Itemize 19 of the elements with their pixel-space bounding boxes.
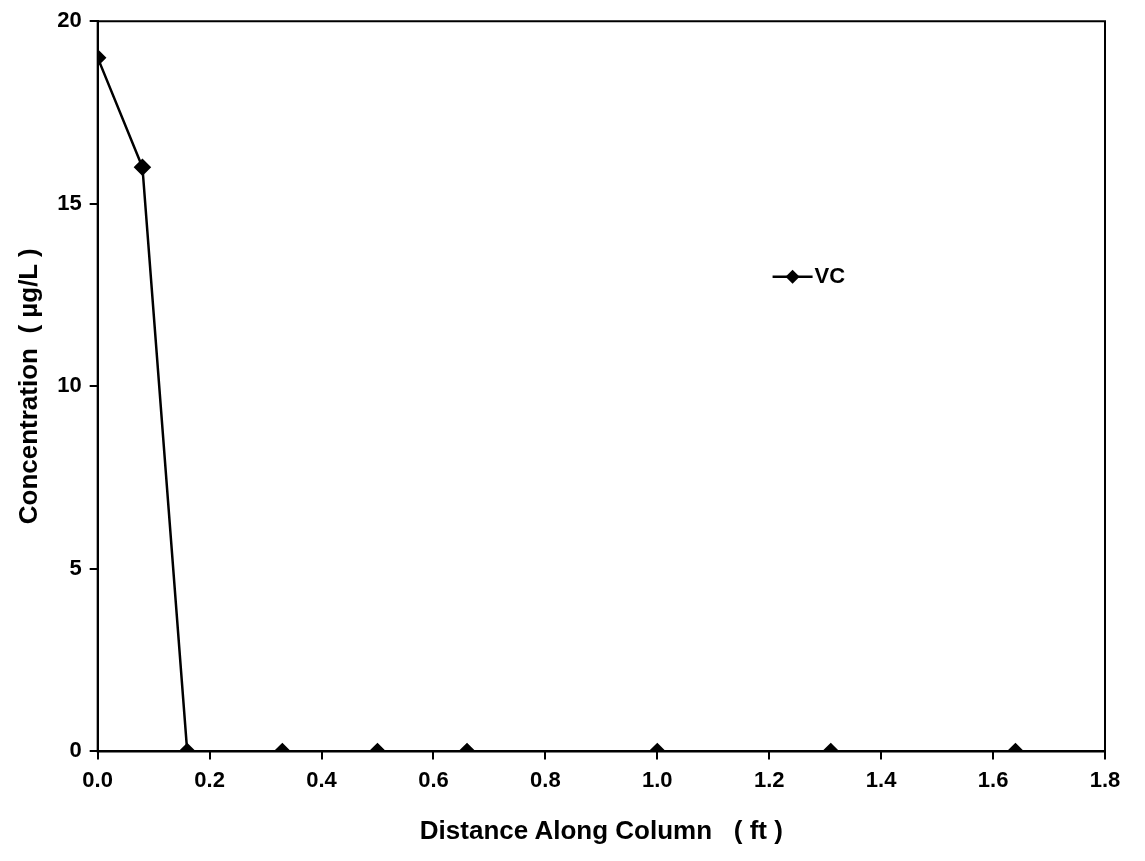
y-tick-label: 10 bbox=[57, 372, 82, 398]
x-tick-label: 0.4 bbox=[306, 766, 338, 792]
point bbox=[134, 158, 151, 176]
y-tick-label: 0 bbox=[69, 737, 82, 763]
x-tick-label: 0.8 bbox=[530, 766, 561, 792]
x-tick-label: 1.2 bbox=[753, 766, 785, 792]
y-axis-title: Concentration ( µg/L ) bbox=[12, 248, 43, 525]
x-tick-label: 1.8 bbox=[1089, 766, 1121, 792]
y-tick-label: 15 bbox=[57, 189, 82, 215]
x-tick-label: 1.4 bbox=[865, 766, 898, 792]
y-tick-label: 5 bbox=[69, 554, 82, 580]
x-tick-label: 1.0 bbox=[642, 766, 673, 792]
legend-label: VC bbox=[814, 262, 846, 288]
x-tick-label: 1.6 bbox=[977, 766, 1009, 792]
y-tick-label: 20 bbox=[57, 7, 82, 33]
x-tick-label: 0.0 bbox=[82, 766, 113, 792]
x-axis-title: Distance Along Column ( ft ) bbox=[419, 814, 783, 845]
x-tick-label: 0.6 bbox=[418, 766, 449, 792]
x-tick-label: 0.2 bbox=[194, 766, 225, 792]
